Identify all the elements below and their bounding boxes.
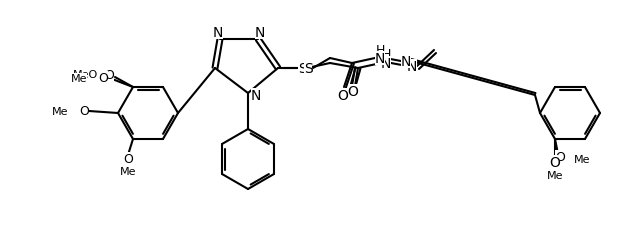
Text: N: N xyxy=(375,52,385,66)
Text: O: O xyxy=(123,153,133,166)
Text: MeO: MeO xyxy=(73,70,98,80)
Text: O: O xyxy=(104,68,114,81)
Text: N: N xyxy=(251,89,261,103)
Text: N: N xyxy=(381,57,391,71)
Text: S: S xyxy=(298,62,307,76)
Text: N: N xyxy=(407,60,417,74)
Text: N: N xyxy=(255,26,265,40)
Text: N: N xyxy=(401,55,411,69)
Text: Me: Me xyxy=(547,170,563,180)
Text: Me: Me xyxy=(51,106,68,116)
Text: N: N xyxy=(213,26,223,40)
Text: S: S xyxy=(303,62,312,76)
Text: H: H xyxy=(381,48,390,61)
Text: Me: Me xyxy=(120,166,136,176)
Text: O: O xyxy=(79,105,89,118)
Text: Me: Me xyxy=(574,154,591,164)
Text: O: O xyxy=(550,155,561,169)
Text: H: H xyxy=(375,43,385,56)
Text: O: O xyxy=(555,151,565,164)
Text: O: O xyxy=(348,85,358,99)
Text: Me: Me xyxy=(70,74,87,84)
Text: O: O xyxy=(98,71,108,84)
Text: O: O xyxy=(337,89,348,103)
